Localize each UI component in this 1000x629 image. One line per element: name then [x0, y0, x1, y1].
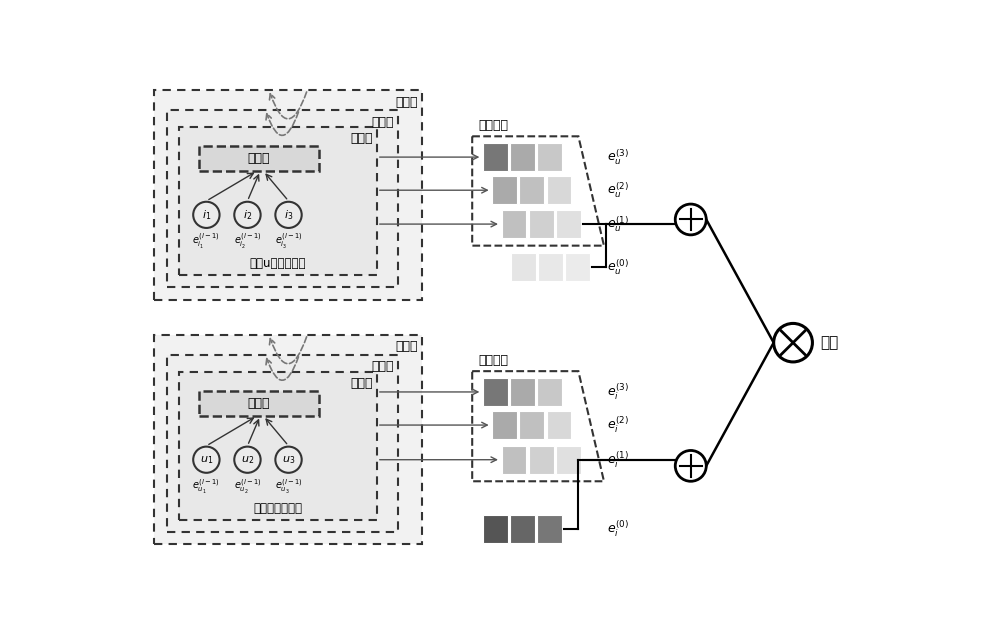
- Circle shape: [675, 204, 706, 235]
- Text: $e_{u_2}^{(l-1)}$: $e_{u_2}^{(l-1)}$: [234, 477, 261, 496]
- Text: 层间组合: 层间组合: [478, 120, 508, 133]
- Bar: [199, 147, 319, 171]
- Text: 第一层: 第一层: [351, 133, 373, 145]
- Text: $e_{u_1}^{(l-1)}$: $e_{u_1}^{(l-1)}$: [192, 477, 220, 496]
- Bar: [154, 90, 422, 299]
- Text: $e_i^{(0)}$: $e_i^{(0)}$: [607, 519, 629, 539]
- Text: 归一化: 归一化: [247, 152, 270, 165]
- Bar: [483, 143, 508, 171]
- Text: $i_3$: $i_3$: [284, 208, 293, 222]
- Bar: [537, 143, 562, 171]
- Text: $i_1$: $i_1$: [202, 208, 211, 222]
- Text: $e_i^{(3)}$: $e_i^{(3)}$: [607, 382, 629, 402]
- Bar: [537, 515, 562, 543]
- Bar: [556, 446, 581, 474]
- Bar: [167, 110, 398, 287]
- Bar: [510, 378, 535, 406]
- Bar: [483, 515, 508, 543]
- Circle shape: [675, 450, 706, 481]
- Text: $e_{i_2}^{(l-1)}$: $e_{i_2}^{(l-1)}$: [234, 232, 261, 252]
- Circle shape: [193, 447, 220, 473]
- Bar: [483, 378, 508, 406]
- Bar: [502, 210, 526, 238]
- Circle shape: [275, 447, 302, 473]
- Bar: [547, 411, 571, 439]
- Bar: [199, 391, 319, 416]
- Text: $e_{u_3}^{(l-1)}$: $e_{u_3}^{(l-1)}$: [275, 477, 302, 496]
- Bar: [529, 210, 554, 238]
- Text: $u_1$: $u_1$: [200, 454, 213, 465]
- Bar: [179, 372, 377, 520]
- Text: 实体的邻居集合: 实体的邻居集合: [254, 502, 303, 515]
- Text: 层间组合: 层间组合: [478, 354, 508, 367]
- Text: $e_i^{(2)}$: $e_i^{(2)}$: [607, 415, 629, 435]
- Text: $e_u^{(2)}$: $e_u^{(2)}$: [607, 181, 629, 200]
- Text: 第一层: 第一层: [351, 377, 373, 391]
- Text: $u_3$: $u_3$: [282, 454, 295, 465]
- Bar: [492, 411, 517, 439]
- Text: $e_{i_3}^{(l-1)}$: $e_{i_3}^{(l-1)}$: [275, 232, 302, 252]
- Bar: [519, 176, 544, 204]
- Text: $e_u^{(1)}$: $e_u^{(1)}$: [607, 214, 629, 234]
- Bar: [167, 355, 398, 532]
- Text: 用户u的邻居集合: 用户u的邻居集合: [250, 257, 306, 270]
- Text: 第三层: 第三层: [395, 96, 418, 108]
- Bar: [492, 176, 517, 204]
- Text: 预测: 预测: [820, 335, 838, 350]
- Circle shape: [234, 447, 261, 473]
- Text: $e_i^{(1)}$: $e_i^{(1)}$: [607, 450, 629, 470]
- Circle shape: [193, 202, 220, 228]
- Bar: [556, 210, 581, 238]
- Text: 第二层: 第二层: [371, 360, 394, 374]
- Bar: [510, 143, 535, 171]
- Bar: [565, 253, 590, 281]
- Bar: [179, 127, 377, 275]
- Bar: [154, 335, 422, 545]
- Bar: [510, 515, 535, 543]
- Bar: [519, 411, 544, 439]
- Text: 第三层: 第三层: [395, 340, 418, 353]
- Circle shape: [234, 202, 261, 228]
- Bar: [547, 176, 571, 204]
- Text: $e_{i_1}^{(l-1)}$: $e_{i_1}^{(l-1)}$: [192, 232, 220, 252]
- Text: $e_u^{(0)}$: $e_u^{(0)}$: [607, 257, 629, 277]
- Bar: [511, 253, 536, 281]
- Text: 归一化: 归一化: [247, 397, 270, 410]
- Circle shape: [774, 323, 812, 362]
- Text: 第二层: 第二层: [371, 116, 394, 128]
- Circle shape: [275, 202, 302, 228]
- Bar: [529, 446, 554, 474]
- Bar: [537, 378, 562, 406]
- Text: $i_2$: $i_2$: [243, 208, 252, 222]
- Bar: [502, 446, 526, 474]
- Bar: [538, 253, 563, 281]
- Text: $u_2$: $u_2$: [241, 454, 254, 465]
- Text: $e_u^{(3)}$: $e_u^{(3)}$: [607, 147, 629, 167]
